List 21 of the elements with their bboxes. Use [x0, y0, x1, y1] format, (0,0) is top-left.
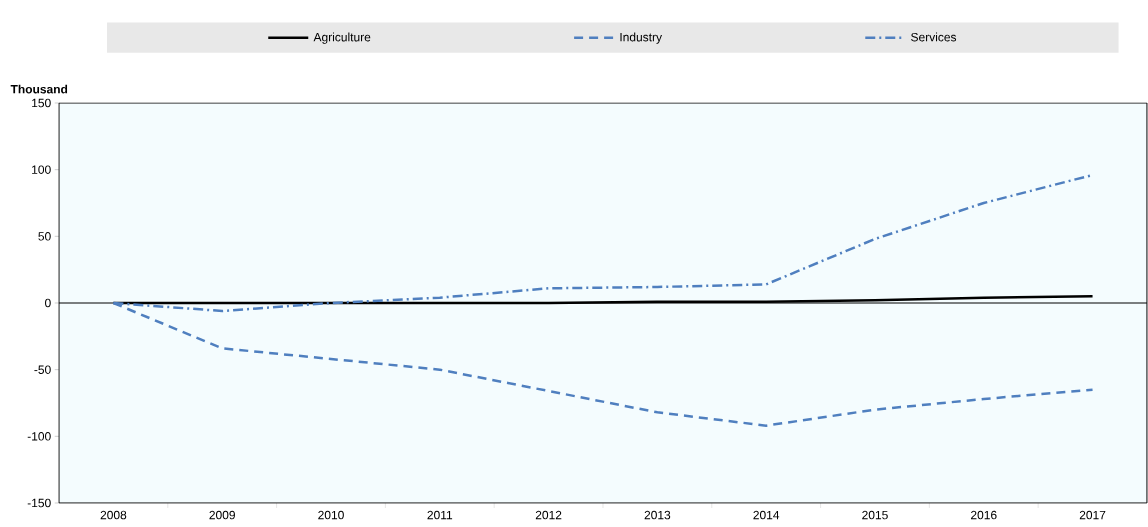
x-tick-label: 2011 [427, 510, 453, 520]
y-tick-label: 0 [45, 298, 51, 308]
x-tick-label: 2008 [100, 510, 127, 520]
legend-label: Agriculture [313, 32, 371, 44]
x-tick-label: 2014 [753, 510, 780, 520]
x-tick-label: 2017 [1079, 510, 1106, 520]
y-tick-label: -100 [27, 432, 51, 441]
y-tick-label: 50 [38, 232, 51, 241]
x-tick-label: 2013 [644, 510, 671, 520]
legend-label: Industry [620, 32, 663, 44]
legend-label: Services [911, 32, 957, 42]
y-tick-label: -50 [34, 365, 51, 374]
x-tick-label: 2016 [971, 510, 997, 520]
x-tick-label: 2010 [318, 510, 344, 520]
y-tick-label: 150 [32, 98, 51, 108]
x-tick-label: 2015 [862, 510, 888, 520]
y-tick-label: 100 [32, 165, 51, 174]
y-axis-title: Thousand [10, 84, 68, 94]
x-tick-label: 2012 [535, 510, 562, 520]
y-tick-label: -150 [27, 498, 51, 508]
x-tick-label: 2009 [209, 510, 235, 520]
